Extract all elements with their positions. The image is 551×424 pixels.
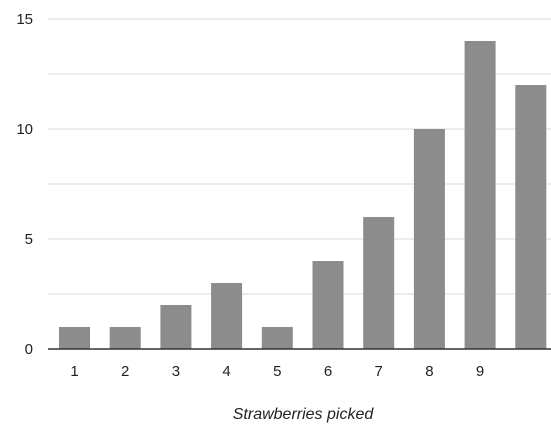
x-tick-label: 5 (273, 363, 281, 380)
x-tick-label: 3 (172, 363, 180, 380)
bar (160, 305, 192, 349)
bar (261, 327, 293, 349)
bar (413, 129, 445, 349)
y-tick-label: 5 (25, 231, 33, 248)
bar (515, 85, 547, 349)
bar (109, 327, 141, 349)
bar (211, 283, 243, 349)
x-tick-label: 1 (70, 363, 78, 380)
bar (363, 217, 395, 349)
y-tick-label: 10 (16, 121, 33, 138)
x-tick-label: 7 (375, 363, 383, 380)
x-tick-label: 8 (425, 363, 433, 380)
x-tick-label: 9 (476, 363, 484, 380)
bar (312, 261, 344, 349)
y-tick-label: 0 (25, 341, 33, 358)
y-tick-label: 15 (16, 11, 33, 28)
x-axis-title: Strawberries picked (233, 406, 375, 423)
bar (464, 41, 496, 349)
x-tick-label: 2 (121, 363, 129, 380)
y-axis-ticks: 0 5 10 15 (16, 11, 33, 358)
x-tick-label: 4 (222, 363, 230, 380)
x-tick-label: 6 (324, 363, 332, 380)
bar (59, 327, 90, 349)
x-axis-ticks: 1 2 3 4 5 6 7 8 9 (70, 363, 484, 380)
bars (59, 41, 547, 349)
